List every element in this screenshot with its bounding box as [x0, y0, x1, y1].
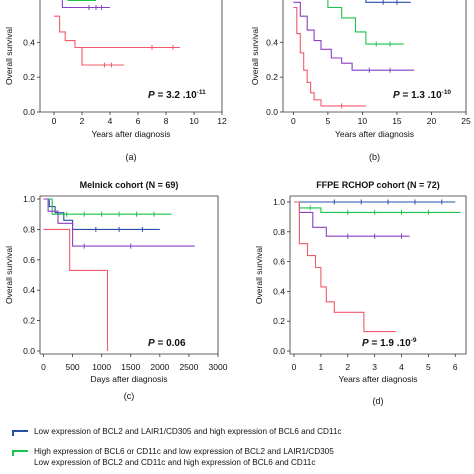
survival-curve-green: [294, 201, 461, 213]
y-tick-label: 0.0: [266, 107, 278, 117]
x-tick-label: 25: [461, 116, 471, 126]
survival-curve-purple: [43, 198, 195, 247]
x-tick-label: 4: [399, 362, 404, 372]
x-tick-label: 2500: [179, 362, 198, 372]
x-tick-label: 20: [427, 116, 437, 126]
y-tick-label: 0.4: [23, 285, 35, 295]
x-axis-label: Years after diagnosis: [335, 129, 414, 139]
x-axis-label: Days after diagnosis: [90, 374, 167, 384]
y-tick-label: 0.2: [273, 316, 285, 326]
plot-frame: [282, 0, 467, 113]
legend-label: High expression of BCL6 or CD11c and low…: [34, 447, 334, 456]
x-tick-label: 2: [80, 116, 85, 126]
panel-d: 0.0 0.2 0.4 0.6 0.8 1.0 0 1 2 3 4 5 6 Years after dia…: [254, 180, 467, 406]
survival-curve-purple: [61, 0, 110, 9]
x-tick-label: 12: [217, 116, 227, 126]
x-tick-label: 5: [426, 362, 431, 372]
y-tick-label: 0.4: [273, 286, 285, 296]
panel-caption: (b): [369, 152, 380, 162]
y-axis-label: Overall survival: [4, 27, 14, 85]
p-value: P = 1.3 .10-10: [393, 89, 451, 101]
survival-curve-red: [43, 228, 109, 351]
y-tick-label: 0.4: [23, 37, 35, 47]
x-tick-label: 1000: [92, 362, 111, 372]
survival-curve-red: [293, 6, 366, 107]
y-tick-label: 0.2: [266, 72, 278, 82]
x-tick-label: 0: [291, 116, 296, 126]
survival-curve-green: [43, 198, 172, 215]
panel-c: 0.0 0.2 0.4 0.6 0.8 1.0 0 500 1000 1500 2000 2500 30…: [4, 180, 228, 401]
x-tick-label: 15: [392, 116, 402, 126]
panel-a: 0.0 0.2 0.4 0 2 4 6 8 10 12 Years after diagnosis O…: [4, 0, 227, 162]
p-value: P = 3.2 .10-11: [148, 89, 206, 101]
x-tick-label: 6: [453, 362, 458, 372]
x-tick-label: 4: [108, 116, 113, 126]
survival-curve-red: [54, 15, 124, 66]
y-axis-label: Overall survival: [4, 246, 14, 304]
x-tick-label: 10: [358, 116, 368, 126]
x-tick-label: 3: [372, 362, 377, 372]
legend-item-2: Low expression of BCL2 and CD11c and hig…: [34, 458, 315, 468]
y-tick-label: 0.8: [23, 224, 35, 234]
y-axis-label: Overall survival: [254, 246, 264, 304]
x-axis-label: Years after diagnosis: [91, 129, 170, 139]
y-tick-label: 0.6: [273, 257, 285, 267]
plot-frame: [39, 0, 223, 113]
legend-label: Low expression of BCL2 and CD11c and hig…: [34, 458, 316, 467]
legend-item-0: Low expression of BCL2 and LAIR1/CD305 a…: [12, 427, 342, 437]
x-tick-label: 8: [164, 116, 169, 126]
y-tick-label: 0.6: [23, 255, 35, 265]
x-axis-label: Years after diagnosis: [338, 374, 417, 384]
panel-caption: (c): [124, 391, 135, 401]
x-tick-label: 0: [52, 116, 57, 126]
x-tick-label: 3000: [209, 362, 228, 372]
y-axis-label: Overall survival: [250, 27, 260, 85]
y-tick-label: 0.0: [23, 346, 35, 356]
y-tick-label: 0.0: [23, 107, 35, 117]
plot-frame: [289, 195, 467, 355]
x-tick-label: 1500: [121, 362, 140, 372]
legend-item-1: High expression of BCL6 or CD11c and low…: [12, 447, 334, 457]
x-tick-label: 2: [345, 362, 350, 372]
y-tick-label: 0.2: [23, 316, 35, 326]
x-tick-label: 10: [189, 116, 199, 126]
y-tick-label: 0.4: [266, 37, 278, 47]
survival-curve-purple: [294, 201, 410, 237]
y-tick-label: 0.8: [273, 227, 285, 237]
legend-label: Low expression of BCL2 and LAIR1/CD305 a…: [34, 427, 342, 436]
panel-b: 0.0 0.2 0.4 0 5 10 15 20 25 Years after diagnosis…: [250, 0, 471, 162]
panel-title: Melnick cohort (N = 69): [80, 180, 179, 190]
survival-curve-red: [294, 201, 397, 333]
x-tick-label: 500: [65, 362, 79, 372]
y-tick-label: 1.0: [273, 197, 285, 207]
x-tick-label: 2000: [150, 362, 169, 372]
x-tick-label: 5: [326, 116, 331, 126]
survival-curve-blue: [365, 0, 411, 3]
survival-curve-green: [327, 0, 404, 45]
y-tick-label: 0.0: [273, 346, 285, 356]
panel-title: FFPE RCHOP cohort (N = 72): [316, 180, 440, 190]
survival-curve-purple: [293, 1, 415, 71]
x-tick-label: 0: [292, 362, 297, 372]
p-value: P = 0.06: [148, 338, 186, 349]
legend-swatch-green: [12, 450, 28, 456]
x-tick-label: 0: [41, 362, 46, 372]
y-tick-label: 0.2: [23, 72, 35, 82]
panel-caption: (d): [373, 396, 384, 406]
panel-caption: (a): [126, 152, 137, 162]
x-tick-label: 1: [319, 362, 324, 372]
plot-frame: [39, 195, 219, 355]
y-tick-label: 1.0: [23, 194, 35, 204]
x-tick-label: 6: [136, 116, 141, 126]
survival-curve-green: [67, 0, 96, 2]
legend-swatch-blue: [12, 430, 28, 436]
p-value: P = 1.9 .10-9: [362, 337, 417, 349]
